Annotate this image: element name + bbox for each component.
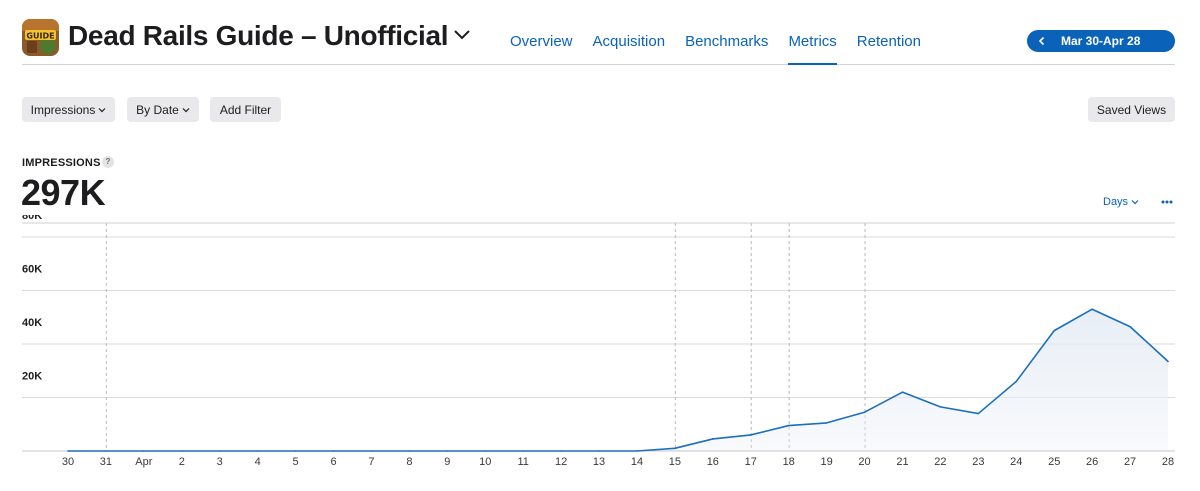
tab-overview[interactable]: Overview <box>510 33 573 50</box>
x-tick-label: 17 <box>745 456 757 468</box>
data-point <box>143 450 145 452</box>
tab-metrics[interactable]: Metrics <box>788 33 838 65</box>
app-icon-lettering: GUIDE <box>26 32 54 41</box>
group-by-label: By Date <box>136 102 179 117</box>
y-tick-label: 20K <box>22 371 42 383</box>
x-tick-label: Apr <box>135 456 152 468</box>
x-tick-label: 6 <box>330 456 336 468</box>
data-point <box>370 450 373 452</box>
more-options-icon[interactable] <box>1160 198 1174 206</box>
data-point <box>218 450 221 452</box>
data-point <box>67 450 69 452</box>
saved-views-button[interactable]: Saved Views <box>1088 97 1175 122</box>
x-tick-label: 15 <box>669 456 681 468</box>
data-point <box>484 450 487 452</box>
x-tick-label: 14 <box>631 456 643 468</box>
x-tick-label: 28 <box>1162 456 1174 468</box>
y-tick-label: 60K <box>22 264 42 276</box>
x-tick-label: 24 <box>1010 456 1022 468</box>
data-point <box>1091 308 1093 311</box>
x-tick-label: 5 <box>293 456 299 468</box>
x-tick-label: 22 <box>934 456 946 468</box>
x-tick-label: 16 <box>707 456 719 468</box>
x-tick-label: 9 <box>444 456 450 468</box>
app-title[interactable]: Dead Rails Guide – Unofficial <box>68 20 449 51</box>
help-icon[interactable]: ? <box>102 156 114 168</box>
x-tick-label: 30 <box>62 456 74 468</box>
metric-select[interactable]: Impressions <box>22 97 115 122</box>
x-tick-label: 10 <box>479 456 491 468</box>
x-tick-label: 19 <box>820 456 832 468</box>
data-point <box>294 450 297 452</box>
data-point <box>1015 380 1018 383</box>
data-point <box>598 450 600 452</box>
x-tick-label: 26 <box>1086 456 1098 468</box>
x-tick-label: 25 <box>1048 456 1060 468</box>
data-point <box>256 450 259 452</box>
x-tick-label: 18 <box>783 456 795 468</box>
metric-label: IMPRESSIONS <box>22 157 101 169</box>
data-point <box>787 424 790 427</box>
data-point <box>674 447 676 450</box>
group-by-select[interactable]: By Date <box>127 97 199 122</box>
tab-retention[interactable]: Retention <box>856 33 921 50</box>
x-tick-label: 11 <box>517 456 528 468</box>
data-point <box>522 450 524 452</box>
nav-tabs: Overview Acquisition Benchmarks Metrics … <box>510 33 941 65</box>
data-point <box>1129 325 1131 328</box>
tab-acquisition[interactable]: Acquisition <box>592 33 666 50</box>
x-tick-label: 20 <box>858 456 870 468</box>
metric-select-label: Impressions <box>30 102 96 117</box>
x-tick-label: 8 <box>406 456 412 468</box>
chevron-down-icon <box>1131 200 1139 205</box>
data-point <box>1053 329 1056 332</box>
x-tick-label: 27 <box>1124 456 1136 468</box>
data-point <box>712 438 714 440</box>
data-point <box>332 450 335 452</box>
data-point <box>749 434 752 436</box>
app-header: GUIDE Dead Rails Guide – Unofficial Over… <box>22 0 1175 65</box>
x-tick-label: 23 <box>972 456 984 468</box>
x-tick-label: 13 <box>593 456 605 468</box>
y-tick-label: 40K <box>22 317 42 329</box>
chevron-down-icon <box>182 107 190 112</box>
date-range-button[interactable]: Mar 30-Apr 28 <box>1027 30 1175 52</box>
data-point <box>105 450 107 452</box>
series-line <box>68 308 1169 452</box>
tab-benchmarks[interactable]: Benchmarks <box>685 33 769 50</box>
date-range-label: Mar 30-Apr 28 <box>1061 34 1141 48</box>
data-point <box>901 391 904 393</box>
data-point <box>560 450 562 452</box>
app-icon: GUIDE <box>22 19 59 56</box>
data-point <box>825 422 828 424</box>
series-area <box>68 309 1168 451</box>
x-tick-label: 7 <box>368 456 374 468</box>
interval-label: Days <box>1103 196 1129 208</box>
data-point <box>977 412 980 415</box>
data-point <box>446 450 449 452</box>
x-tick-label: 3 <box>217 456 223 468</box>
x-tick-label: 12 <box>555 456 567 468</box>
chevron-down-icon <box>98 107 106 112</box>
data-point <box>636 450 638 452</box>
add-filter-button[interactable]: Add Filter <box>210 97 281 122</box>
x-tick-label: 2 <box>179 456 185 468</box>
interval-select[interactable]: Days <box>1103 196 1139 208</box>
data-point <box>408 450 411 452</box>
x-tick-label: 21 <box>896 456 908 468</box>
data-point <box>863 411 866 414</box>
data-point <box>180 450 183 452</box>
data-point <box>1167 360 1169 363</box>
x-tick-label: 4 <box>255 456 261 468</box>
metric-total: 297K <box>21 172 106 213</box>
chevron-left-icon[interactable] <box>1037 36 1047 46</box>
y-tick-label: 80K <box>22 215 42 222</box>
data-point <box>939 406 942 408</box>
x-tick-label: 31 <box>100 456 112 468</box>
chevron-down-icon[interactable] <box>453 28 471 42</box>
